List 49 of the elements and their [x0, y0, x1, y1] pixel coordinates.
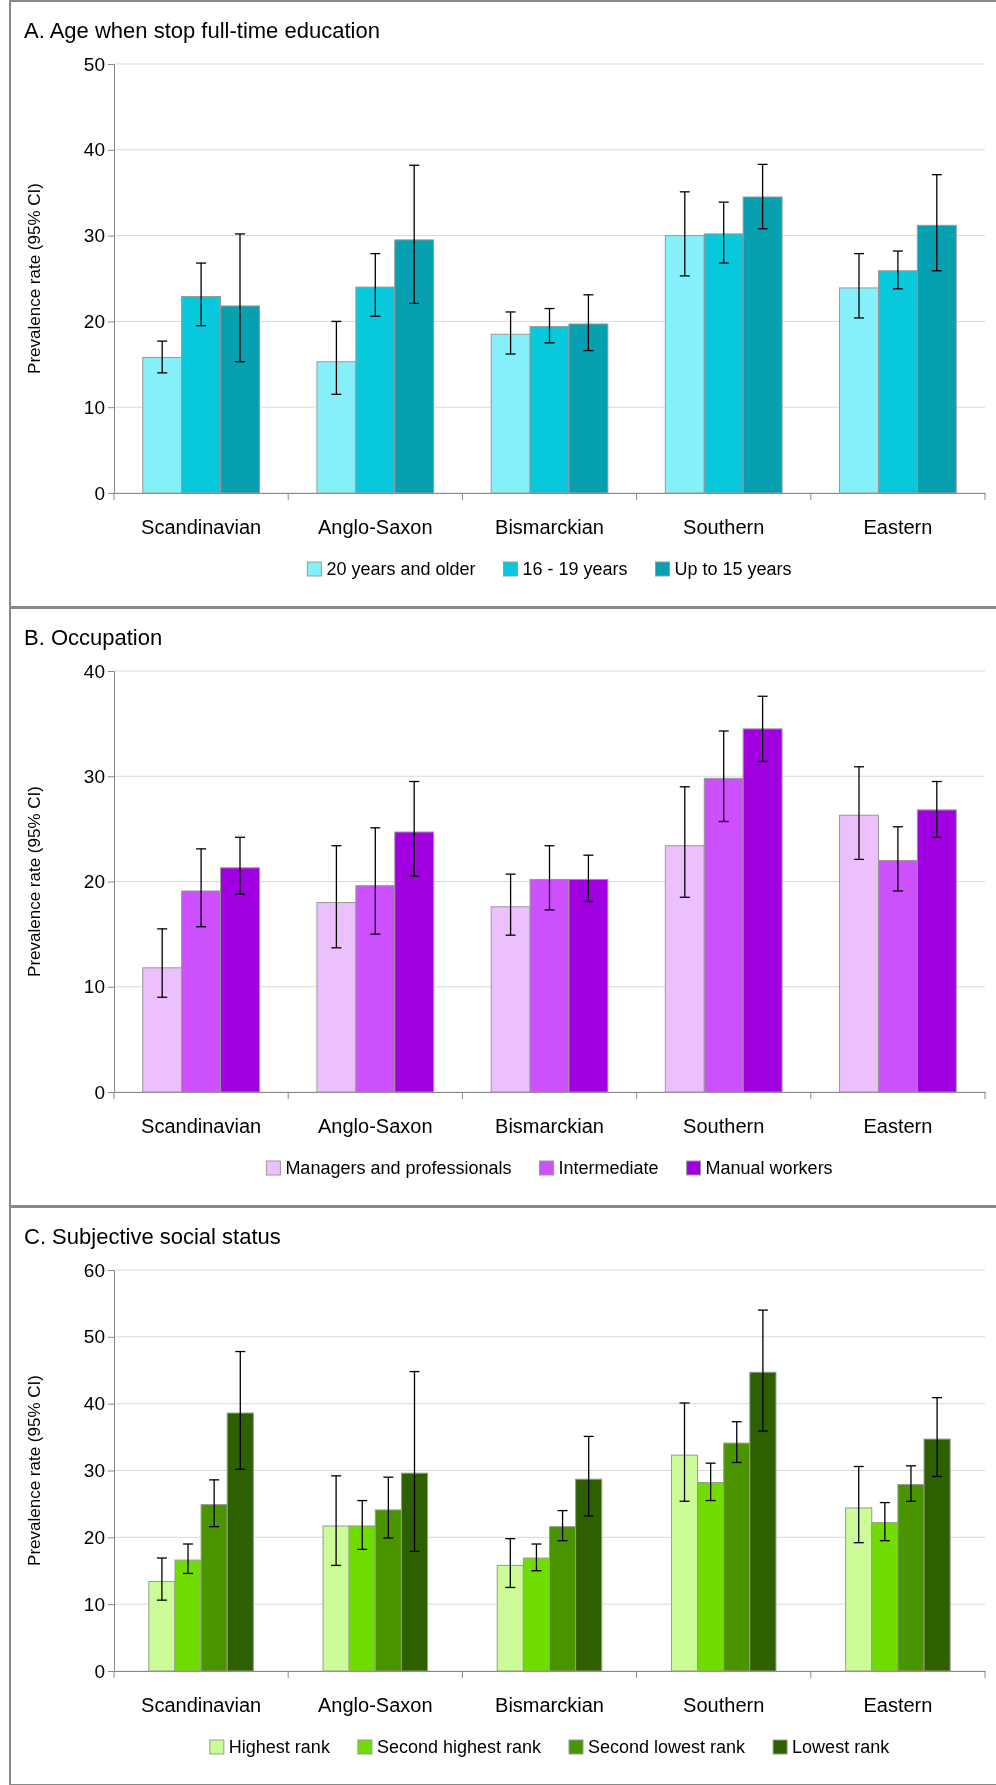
x-tick-label: Southern: [683, 516, 765, 538]
y-tick-label: 40: [83, 139, 105, 161]
x-tick-label: Anglo-Saxon: [318, 1115, 433, 1137]
x-tick-label: Southern: [683, 1115, 765, 1137]
legend-label: Up to 15 years: [674, 559, 792, 579]
y-axis-title: Prevalence rate (95% CI): [25, 786, 44, 977]
y-tick-label: 60: [83, 1259, 105, 1281]
y-tick-label: 40: [83, 660, 105, 682]
y-tick-label: 0: [94, 482, 105, 504]
x-tick-label: Eastern: [863, 1115, 933, 1137]
x-tick-label: Bismarckian: [495, 1694, 604, 1716]
y-tick-label: 50: [83, 1326, 105, 1348]
y-tick-label: 0: [94, 1081, 105, 1103]
y-tick-label: 30: [83, 765, 105, 787]
y-tick-label: 50: [83, 53, 105, 75]
y-tick-label: 20: [83, 1526, 105, 1548]
y-tick-label: 30: [83, 1460, 105, 1482]
x-tick-label: Anglo-Saxon: [318, 1694, 433, 1716]
y-axis-title: Prevalence rate (95% CI): [25, 1375, 44, 1566]
y-tick-label: 20: [83, 871, 105, 893]
x-tick-label: Scandinavian: [141, 516, 262, 538]
x-tick-label: Bismarckian: [495, 1115, 604, 1137]
legend-label: Managers and professionals: [285, 1158, 512, 1178]
y-tick-label: 40: [83, 1393, 105, 1415]
y-tick-label: 0: [94, 1660, 105, 1682]
legend-label: Highest rank: [228, 1737, 331, 1757]
y-tick-label: 10: [83, 396, 105, 418]
y-tick-label: 20: [83, 310, 105, 332]
legend-label: Intermediate: [558, 1158, 659, 1178]
x-tick-label: Scandinavian: [141, 1115, 262, 1137]
chart-title: B. Occupation: [24, 625, 163, 650]
x-tick-label: Anglo-Saxon: [318, 516, 433, 538]
y-tick-label: 10: [83, 976, 105, 998]
legend-label: Manual workers: [705, 1158, 833, 1178]
legend-label: Second lowest rank: [588, 1737, 747, 1757]
legend-label: Second highest rank: [376, 1737, 543, 1757]
x-tick-label: Scandinavian: [141, 1694, 262, 1716]
y-axis-title: Prevalence rate (95% CI): [25, 183, 44, 374]
chart-title: C. Subjective social status: [24, 1224, 281, 1249]
x-tick-label: Bismarckian: [495, 516, 604, 538]
x-tick-label: Eastern: [863, 516, 933, 538]
legend-label: 16 - 19 years: [522, 559, 628, 579]
y-tick-label: 30: [83, 225, 105, 247]
y-tick-label: 10: [83, 1593, 105, 1615]
chart-title: A. Age when stop full-time education: [24, 18, 380, 43]
x-tick-label: Southern: [683, 1694, 765, 1716]
x-tick-label: Eastern: [863, 1694, 933, 1716]
legend-label: 20 years and older: [326, 559, 476, 579]
legend-label: Lowest rank: [792, 1737, 891, 1757]
